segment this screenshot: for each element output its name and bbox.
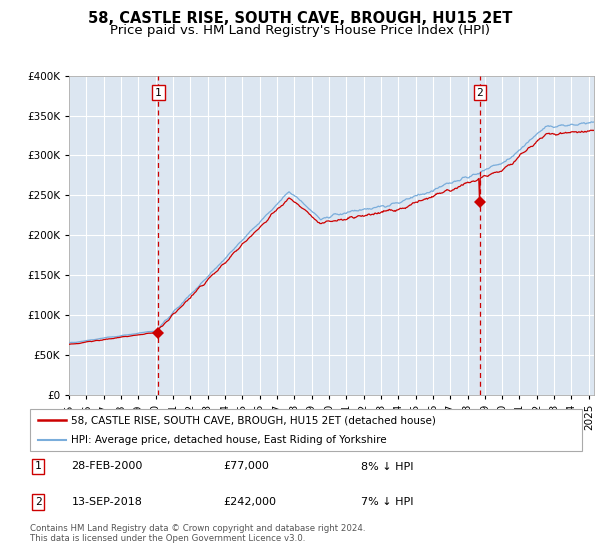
Text: 2: 2 bbox=[35, 497, 41, 507]
Text: 7% ↓ HPI: 7% ↓ HPI bbox=[361, 497, 414, 507]
Text: £242,000: £242,000 bbox=[223, 497, 276, 507]
Text: Price paid vs. HM Land Registry's House Price Index (HPI): Price paid vs. HM Land Registry's House … bbox=[110, 24, 490, 36]
Text: HPI: Average price, detached house, East Riding of Yorkshire: HPI: Average price, detached house, East… bbox=[71, 435, 387, 445]
Text: Contains HM Land Registry data © Crown copyright and database right 2024.
This d: Contains HM Land Registry data © Crown c… bbox=[30, 524, 365, 543]
Text: 13-SEP-2018: 13-SEP-2018 bbox=[71, 497, 142, 507]
Text: 1: 1 bbox=[35, 461, 41, 472]
Text: 58, CASTLE RISE, SOUTH CAVE, BROUGH, HU15 2ET: 58, CASTLE RISE, SOUTH CAVE, BROUGH, HU1… bbox=[88, 11, 512, 26]
Text: 1: 1 bbox=[155, 87, 162, 97]
Text: 2: 2 bbox=[476, 87, 483, 97]
Text: 8% ↓ HPI: 8% ↓ HPI bbox=[361, 461, 414, 472]
Text: £77,000: £77,000 bbox=[223, 461, 269, 472]
Text: 28-FEB-2000: 28-FEB-2000 bbox=[71, 461, 143, 472]
Text: 58, CASTLE RISE, SOUTH CAVE, BROUGH, HU15 2ET (detached house): 58, CASTLE RISE, SOUTH CAVE, BROUGH, HU1… bbox=[71, 415, 436, 425]
